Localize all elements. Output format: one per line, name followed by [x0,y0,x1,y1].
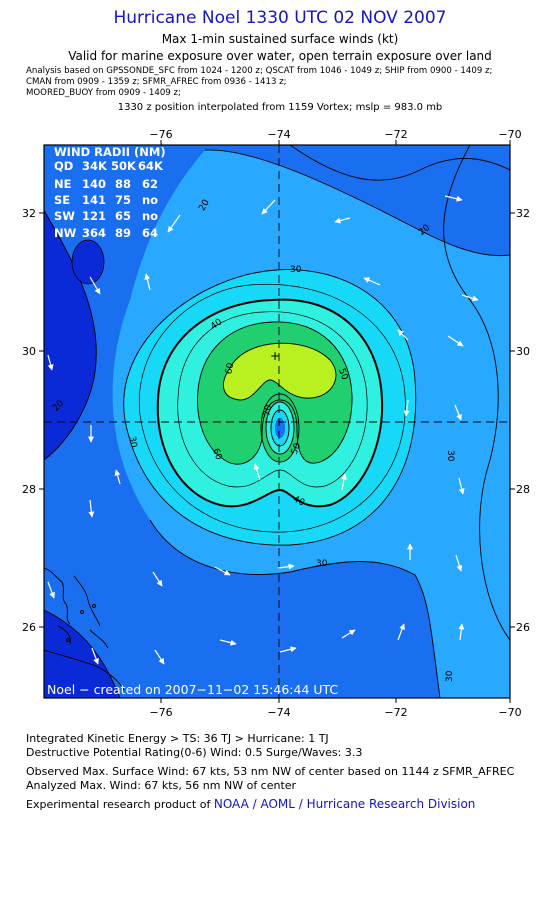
radii-ne-64k: 62 [142,177,158,191]
radii-header-64k: 64K [138,159,164,173]
contour-label: 30 [290,265,302,275]
analysis-line-3: MOORED_BUOY from 0909 - 1409 z; [26,88,181,98]
axis-ticks [39,140,515,703]
credit-line: Experimental research product of NOAA / … [26,797,475,811]
radii-se-50k: 75 [115,193,131,207]
analyzed-max-wind: Analyzed Max. Wind: 67 kts, 56 nm NW of … [26,779,297,792]
radii-nw-34k: 364 [82,226,106,240]
radii-se-64k: no [142,193,158,207]
contour-label: 30 [126,436,138,449]
contour-label: 30 [445,670,455,682]
lon-tick-label: −76 [149,128,172,141]
subtitle-wind-type: Max 1-min sustained surface winds (kt) [161,32,399,46]
lat-tick-label: 30 [22,345,36,358]
center-crosshair [44,145,510,698]
lat-labels-right: 32 30 28 26 [516,207,530,634]
analysis-line-2: CMAN from 0909 - 1359 z; SFMR_AFREC from… [26,77,287,87]
map-credit: Noel − created on 2007−11−02 15:46:44 UT… [47,682,338,697]
dpr-line: Destructive Potential Rating(0-6) Wind: … [26,746,363,759]
contour-label: 60 [210,447,223,461]
radii-ne-quadrant: NE [54,177,72,191]
position-note: 1330 z position interpolated from 1159 V… [117,102,443,113]
contour-label: 50 [290,442,303,456]
map-frame [43,144,511,699]
radii-sw-50k: 65 [115,209,131,223]
lat-tick-label: 30 [516,345,530,358]
radii-se-34k: 141 [82,193,106,207]
lon-tick-label: −74 [267,128,290,141]
contour-label: 60 [224,362,236,375]
contour-label: 40 [291,495,306,509]
lon-labels-top: −76 −74 −72 −70 [149,128,521,141]
observed-max-wind: Observed Max. Surface Wind: 67 kts, 53 n… [26,765,515,778]
radii-sw-34k: 121 [82,209,106,223]
lat-labels-left: 32 30 28 26 [22,207,36,634]
hrd-link[interactable]: NOAA / AOML / Hurricane Research Divisio… [213,797,476,811]
lon-tick-label: −72 [384,128,407,141]
contour-label: 30 [316,559,328,569]
wind-radii-title: WIND RADII (NM) [54,145,166,159]
lon-tick-label: −70 [498,706,521,719]
credit-prefix: Experimental research product of [26,798,214,811]
max-wind-marker: + [270,349,280,363]
lat-tick-label: 32 [516,207,530,220]
subtitle-validity: Valid for marine exposure over water, op… [68,49,492,63]
radii-ne-50k: 88 [115,177,131,191]
lon-tick-label: −72 [384,706,407,719]
radii-sw-quadrant: SW [54,209,75,223]
lat-tick-label: 28 [516,483,530,496]
wind-radii-table: WIND RADII (NM) QD 34K 50K 64K NE 140 88… [54,145,166,240]
radii-sw-64k: no [142,209,158,223]
ike-line: Integrated Kinetic Energy > TS: 36 TJ > … [26,732,329,745]
contour-label: 30 [445,450,455,462]
lon-labels-bottom: −76 −74 −72 −70 [149,706,521,719]
page-title: Hurricane Noel 1330 UTC 02 NOV 2007 [113,8,447,28]
radii-nw-50k: 89 [115,226,131,240]
contour-label: 70 [262,404,274,417]
radii-ne-34k: 140 [82,177,106,191]
radii-nw-64k: 64 [142,226,158,240]
radii-nw-quadrant: NW [54,226,77,240]
radii-se-quadrant: SE [54,193,70,207]
radii-header-34k: 34K [82,159,108,173]
lat-tick-label: 28 [22,483,36,496]
wind-field-map: + 20 20 30 [22,128,530,719]
lat-tick-label: 26 [516,621,530,634]
lat-tick-label: 26 [22,621,36,634]
lat-tick-label: 32 [22,207,36,220]
lon-tick-label: −76 [149,706,172,719]
radii-header-qd: QD [54,159,73,173]
lon-tick-label: −74 [267,706,290,719]
analysis-line-1: Analysis based on GPSSONDE_SFC from 1024… [26,66,493,76]
wind-vectors [47,195,479,665]
lon-tick-label: −70 [498,128,521,141]
wind-contour-field [44,145,510,698]
radii-header-50k: 50K [111,159,137,173]
contour-label: 50 [336,367,349,381]
